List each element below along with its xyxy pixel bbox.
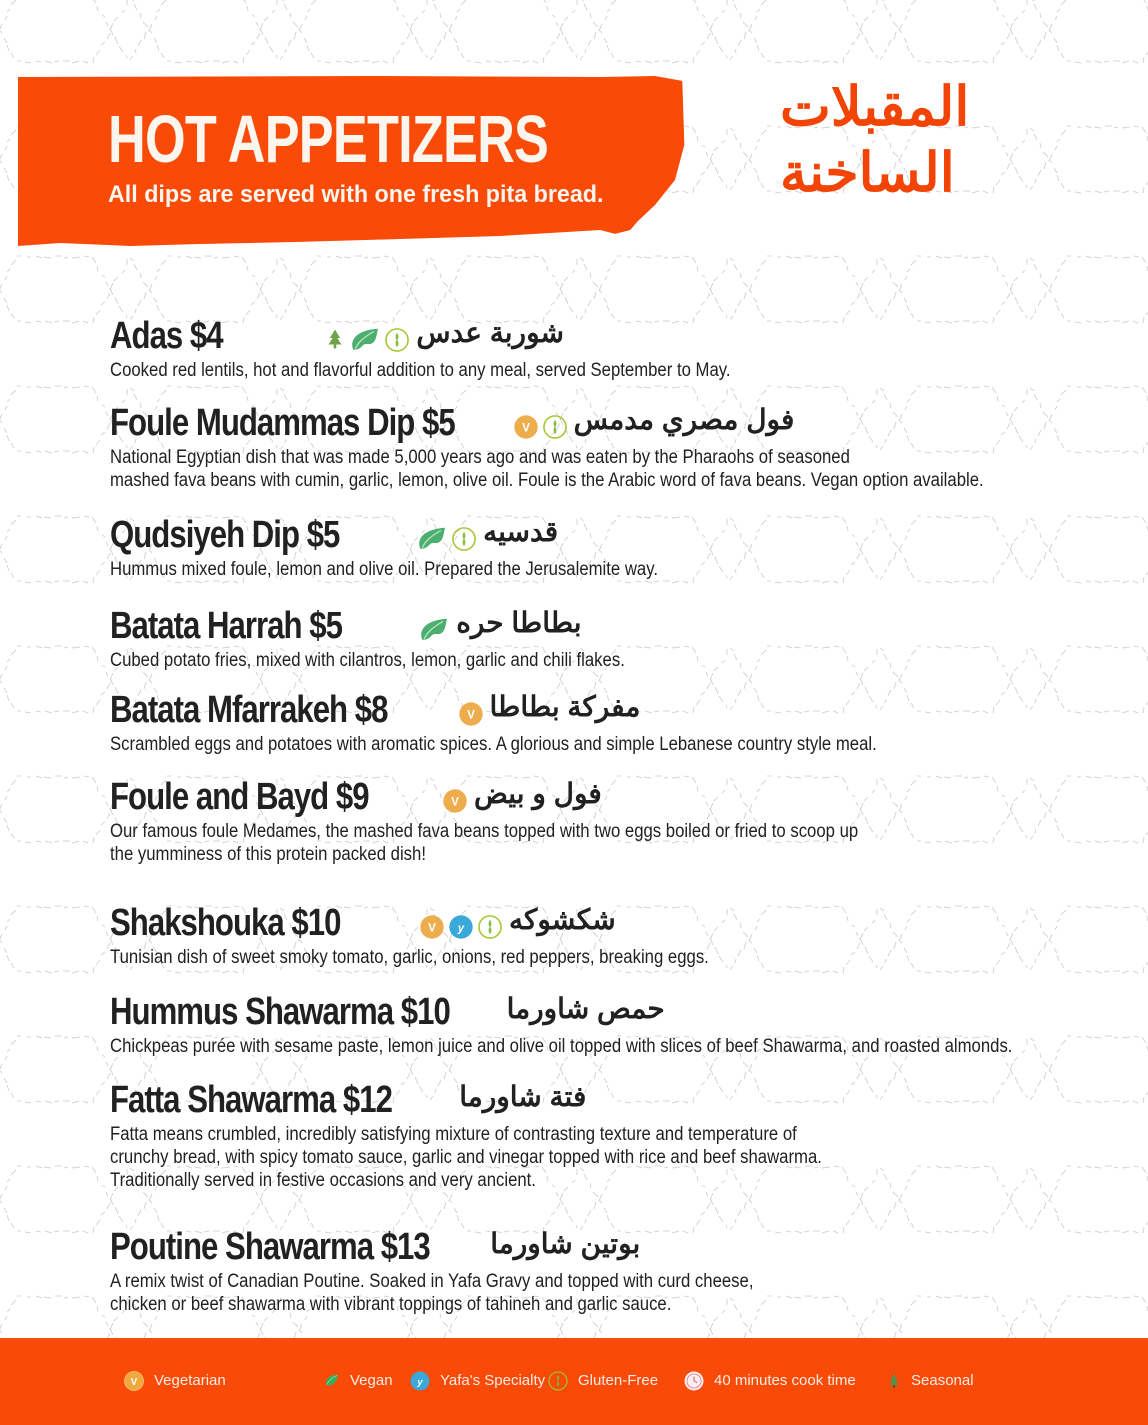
svg-text:y: y [457,923,465,935]
svg-text:y: y [416,1377,423,1388]
svg-text:V: V [131,1377,138,1388]
svg-text:V: V [428,922,436,935]
svg-text:V: V [522,422,530,435]
svg-text:V: V [451,795,459,808]
svg-text:V: V [467,709,475,722]
